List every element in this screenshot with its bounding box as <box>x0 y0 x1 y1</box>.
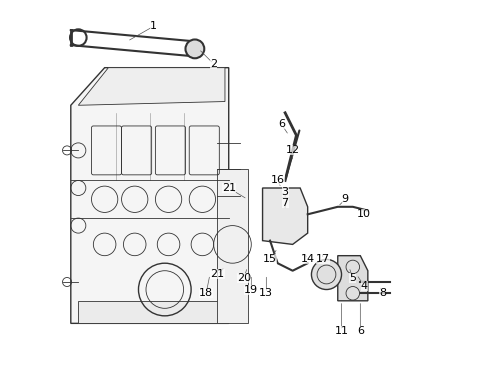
Text: 18: 18 <box>199 288 213 298</box>
Text: 21: 21 <box>210 270 225 279</box>
Text: 17: 17 <box>316 255 330 264</box>
Text: 7: 7 <box>282 198 288 208</box>
Polygon shape <box>263 188 308 244</box>
Text: 19: 19 <box>244 285 258 294</box>
Text: 2: 2 <box>210 59 217 69</box>
Text: 12: 12 <box>286 146 300 155</box>
Polygon shape <box>78 301 221 323</box>
Text: 16: 16 <box>271 176 285 185</box>
Text: 20: 20 <box>237 273 251 283</box>
Polygon shape <box>217 169 248 323</box>
Text: 4: 4 <box>360 281 368 291</box>
Text: 6: 6 <box>278 119 285 129</box>
Circle shape <box>346 260 360 274</box>
Text: 15: 15 <box>263 255 277 264</box>
Polygon shape <box>78 68 225 105</box>
Text: 10: 10 <box>357 209 371 219</box>
Circle shape <box>312 259 342 290</box>
Text: 8: 8 <box>379 288 386 298</box>
Text: 13: 13 <box>259 288 273 298</box>
Circle shape <box>346 287 360 300</box>
Text: 6: 6 <box>357 326 364 336</box>
Polygon shape <box>71 68 228 323</box>
Text: 3: 3 <box>282 187 288 197</box>
Text: 21: 21 <box>222 183 236 193</box>
Text: 1: 1 <box>150 21 157 31</box>
Text: 5: 5 <box>349 273 356 283</box>
Text: 11: 11 <box>335 326 348 336</box>
Text: 14: 14 <box>300 255 315 264</box>
Circle shape <box>185 39 204 58</box>
Polygon shape <box>338 256 368 301</box>
Text: 9: 9 <box>342 194 349 204</box>
